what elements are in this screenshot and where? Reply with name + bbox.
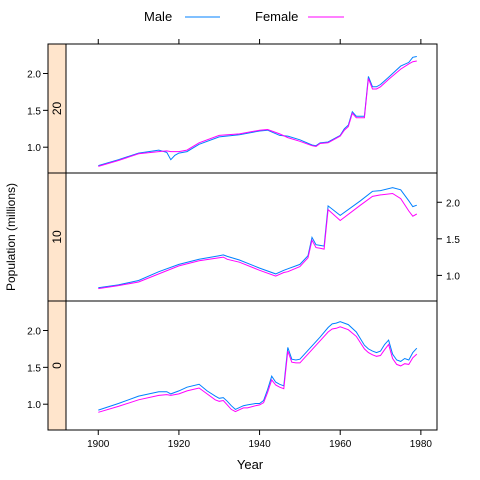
x-tick-label: 1920 [168,439,191,450]
y-axis-label: Population (millions) [4,183,18,291]
panels-group: 20 1.0 1.5 2.0 10 1.0 1.5 2.0 0 1.0 1.5 2.0 [27,43,460,431]
x-tick-label: 1900 [87,439,110,450]
legend-female-label: Female [255,9,298,24]
y-tick-label: 1.0 [27,143,41,154]
x-tick-label: 1940 [248,439,271,450]
x-tick-label: 1980 [410,439,433,450]
panel-strip-label: 0 [50,362,64,369]
panel-strip-label: 10 [50,230,64,244]
legend: Male Female [144,9,344,24]
panel-10: 10 1.0 1.5 2.0 [47,172,460,302]
x-axis: 1900 1920 1940 1960 1980 [87,39,432,450]
y-tick-label: 1.5 [27,106,41,117]
panel-frame [65,300,438,431]
panel-20: 20 1.0 1.5 2.0 [27,43,438,174]
series-line-female [98,326,418,413]
x-tick-label: 1960 [329,439,352,450]
y-tick-label: 1.5 [27,363,41,374]
y-tick-label: 1.5 [446,235,460,246]
y-tick-label: 1.0 [446,271,460,282]
legend-male-label: Male [144,9,172,24]
panel-frame [65,43,438,174]
y-tick-label: 1.0 [27,400,41,411]
y-tick-label: 2.0 [27,69,41,80]
y-tick-label: 2.0 [27,326,41,337]
y-tick-label: 2.0 [446,198,460,209]
series-line-female [98,192,418,290]
panel-0: 0 1.0 1.5 2.0 [27,300,438,431]
series-line-female [98,60,417,167]
series-line-male [98,56,417,167]
series-line-male [98,321,418,411]
panel-strip-label: 20 [50,102,64,116]
x-axis-label: Year [237,457,264,472]
panel-frame [65,172,438,302]
series-line-male [98,187,417,289]
